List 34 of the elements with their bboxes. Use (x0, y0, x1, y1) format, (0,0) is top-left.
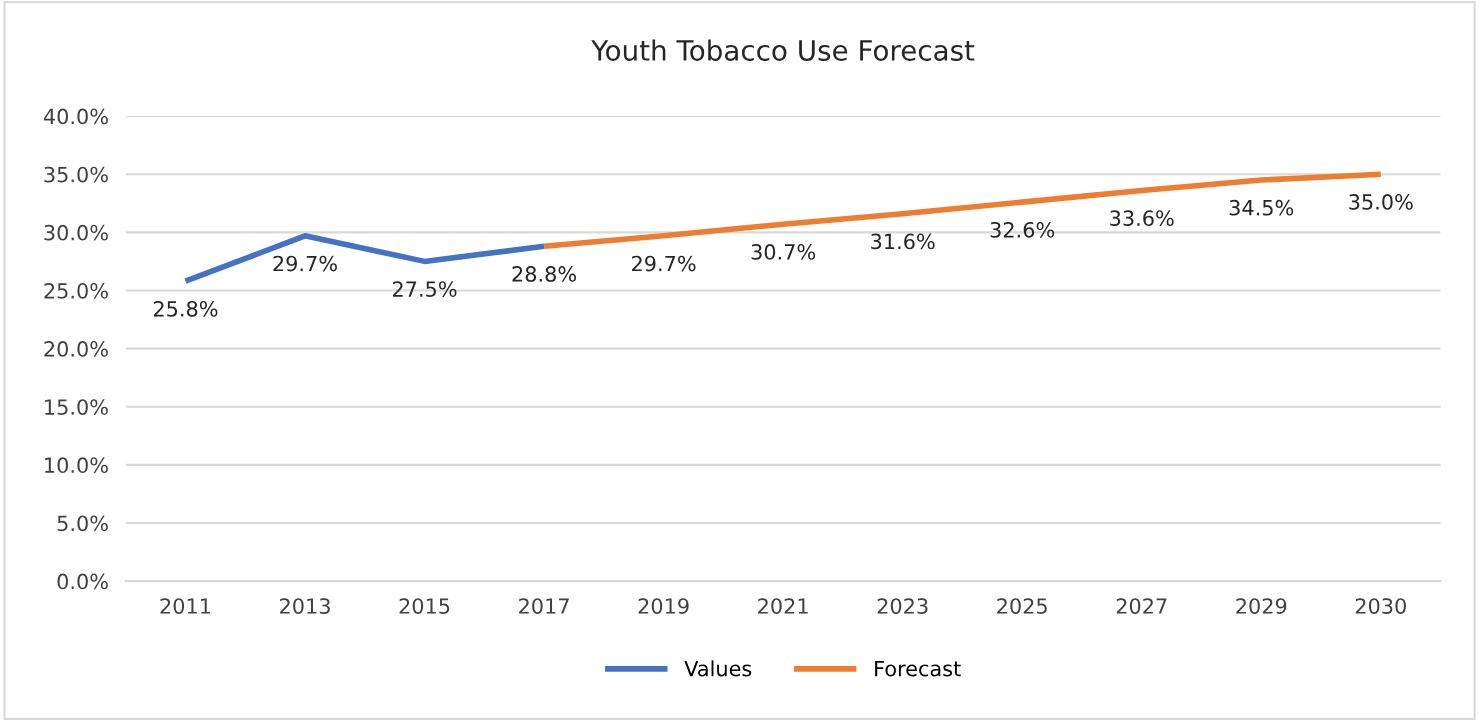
legend-label: Values (684, 660, 752, 677)
data-label: 35.0% (1349, 194, 1413, 210)
data-label: 33.6% (1110, 210, 1174, 227)
x-tick-label: 2029 (1236, 598, 1287, 614)
data-label: 31.6% (871, 233, 935, 250)
data-label: 27.5% (392, 281, 457, 297)
x-tick-label: 2021 (758, 598, 808, 614)
x-tick-label: 2025 (997, 598, 1047, 614)
chart-title: Youth Tobacco Use Forecast (591, 39, 975, 61)
data-label: 28.8% (512, 266, 577, 282)
data-label: 29.7% (632, 255, 696, 272)
data-label: 32.6% (990, 221, 1055, 238)
y-tick-label: 15.0% (45, 399, 108, 415)
y-tick-label: 35.0% (44, 166, 108, 183)
data-label: 30.7% (751, 244, 816, 260)
x-tick-label: 2030 (1355, 598, 1406, 614)
data-label: 29.7% (273, 255, 337, 272)
y-tick-label: 30.0% (44, 224, 108, 241)
x-tick-label: 2013 (280, 598, 330, 614)
x-tick-label: 2015 (399, 598, 450, 614)
x-tick-label: 2023 (877, 598, 928, 614)
data-label: 34.5% (1229, 199, 1294, 216)
data-label: 25.8% (153, 300, 218, 317)
y-tick-label: 5.0% (57, 515, 108, 532)
y-tick-label: 0.0% (57, 573, 108, 590)
y-tick-label: 10.0% (45, 457, 108, 474)
y-tick-label: 40.0% (43, 108, 108, 125)
x-tick-label: 2027 (1116, 598, 1167, 614)
legend-label: Forecast (875, 660, 961, 677)
y-tick-label: 25.0% (44, 282, 108, 299)
x-tick-label: 2011 (160, 598, 211, 614)
x-tick-label: 2019 (638, 598, 689, 614)
y-tick-label: 20.0% (44, 341, 108, 357)
x-tick-label: 2017 (519, 598, 569, 614)
